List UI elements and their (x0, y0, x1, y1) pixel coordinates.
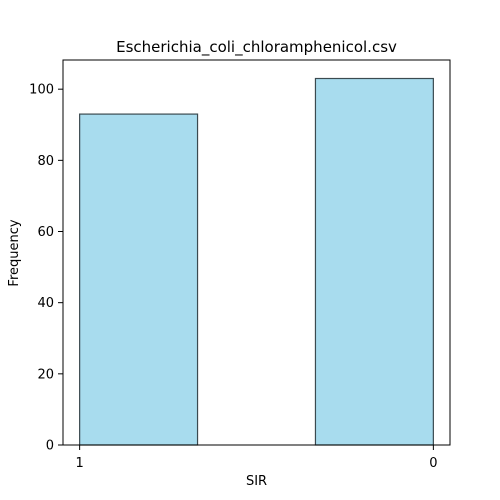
y-tick-label-40: 40 (37, 296, 54, 311)
x-tick-label-1: 1 (76, 456, 84, 471)
x-axis-label: SIR (246, 474, 267, 489)
y-tick-label-80: 80 (37, 154, 54, 169)
y-axis-ticks: 0 20 40 60 80 100 (29, 83, 63, 454)
bar-1 (79, 113, 199, 446)
y-tick-label-60: 60 (37, 225, 54, 240)
y-tick-label-0: 0 (46, 439, 54, 454)
y-tick-label-100: 100 (29, 83, 54, 98)
x-tick-label-0: 0 (429, 456, 437, 471)
bars-layer (79, 77, 434, 446)
chart-title: Escherichia_coli_chloramphenicol.csv (116, 38, 397, 57)
y-axis-label: Frequency (7, 219, 22, 286)
plot-frame (62, 59, 451, 446)
axes-layer (62, 59, 451, 446)
bar-0 (314, 77, 434, 446)
y-tick-label-20: 20 (37, 367, 54, 382)
